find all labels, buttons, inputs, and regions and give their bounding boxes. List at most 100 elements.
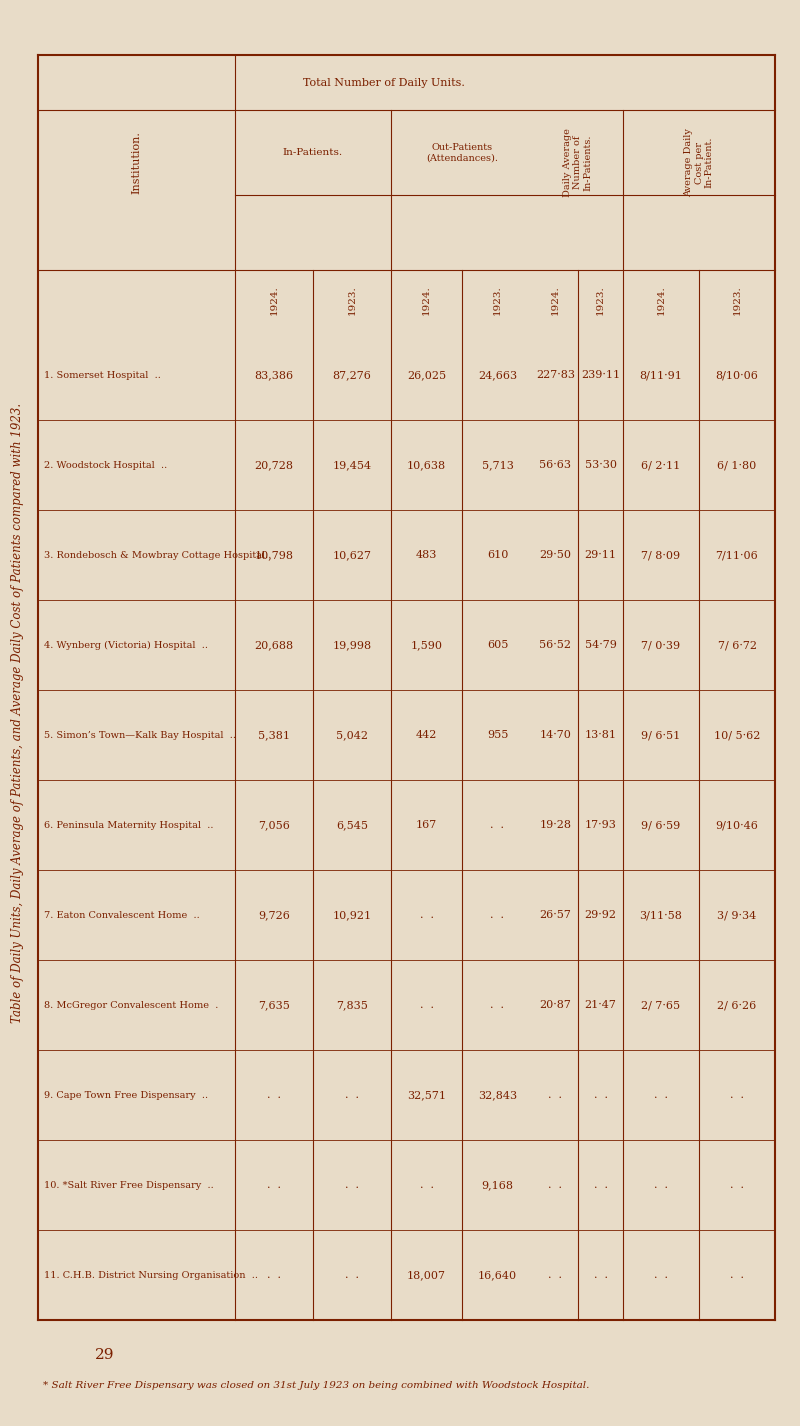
Text: 6. Peninsula Maternity Hospital  ..: 6. Peninsula Maternity Hospital .. <box>44 820 214 830</box>
Text: .  .: . . <box>419 1000 434 1010</box>
Text: 87,276: 87,276 <box>333 369 371 379</box>
Text: 10,627: 10,627 <box>333 550 371 560</box>
Text: 7/ 8·09: 7/ 8·09 <box>642 550 681 560</box>
Text: .  .: . . <box>419 910 434 920</box>
Text: .  .: . . <box>654 1179 668 1191</box>
Text: 32,571: 32,571 <box>407 1089 446 1099</box>
Text: .  .: . . <box>549 1179 562 1191</box>
Text: .  .: . . <box>654 1089 668 1099</box>
Text: 8/11·91: 8/11·91 <box>639 369 682 379</box>
Text: 18,007: 18,007 <box>407 1271 446 1281</box>
Text: .  .: . . <box>730 1271 744 1281</box>
Text: 1923.: 1923. <box>347 285 357 315</box>
Text: 32,843: 32,843 <box>478 1089 517 1099</box>
Text: .  .: . . <box>490 820 505 830</box>
Text: .  .: . . <box>594 1089 607 1099</box>
Text: 19,454: 19,454 <box>333 461 371 471</box>
Text: * Salt River Free Dispensary was closed on 31st July 1923 on being combined with: * Salt River Free Dispensary was closed … <box>43 1380 590 1389</box>
Text: 8/10·06: 8/10·06 <box>715 369 758 379</box>
Text: 19·28: 19·28 <box>539 820 571 830</box>
Text: 7. Eaton Convalescent Home  ..: 7. Eaton Convalescent Home .. <box>44 910 200 920</box>
Text: 239·11: 239·11 <box>581 369 620 379</box>
Text: 20,688: 20,688 <box>254 640 294 650</box>
Text: 83,386: 83,386 <box>254 369 294 379</box>
Text: 1924.: 1924. <box>270 285 278 315</box>
Text: 10,921: 10,921 <box>333 910 371 920</box>
Text: 9/10·46: 9/10·46 <box>715 820 758 830</box>
Text: 4. Wynberg (Victoria) Hospital  ..: 4. Wynberg (Victoria) Hospital .. <box>44 640 208 650</box>
Text: 7/ 0·39: 7/ 0·39 <box>642 640 681 650</box>
Text: 1923.: 1923. <box>596 285 605 315</box>
Text: 20,728: 20,728 <box>254 461 294 471</box>
Text: 7/ 6·72: 7/ 6·72 <box>718 640 757 650</box>
Text: 2/ 6·26: 2/ 6·26 <box>718 1000 757 1010</box>
Text: 9,726: 9,726 <box>258 910 290 920</box>
Text: 227·83: 227·83 <box>536 369 575 379</box>
Text: 56·52: 56·52 <box>539 640 571 650</box>
Text: .  .: . . <box>654 1271 668 1281</box>
Text: 3. Rondebosch & Mowbray Cottage Hospital..: 3. Rondebosch & Mowbray Cottage Hospital… <box>44 550 271 559</box>
Text: 10/ 5·62: 10/ 5·62 <box>714 730 760 740</box>
Text: 5,713: 5,713 <box>482 461 514 471</box>
Text: 16,640: 16,640 <box>478 1271 517 1281</box>
Text: 7,056: 7,056 <box>258 820 290 830</box>
Text: 1. Somerset Hospital  ..: 1. Somerset Hospital .. <box>44 371 161 379</box>
Text: 9/ 6·51: 9/ 6·51 <box>642 730 681 740</box>
Text: In-Patients.: In-Patients. <box>283 148 343 157</box>
Text: 7,635: 7,635 <box>258 1000 290 1010</box>
Text: 26,025: 26,025 <box>407 369 446 379</box>
Text: 3/11·58: 3/11·58 <box>639 910 682 920</box>
Text: 6,545: 6,545 <box>336 820 368 830</box>
Text: 54·79: 54·79 <box>585 640 617 650</box>
Text: 29·11: 29·11 <box>585 550 617 560</box>
Text: 8. McGregor Convalescent Home  .: 8. McGregor Convalescent Home . <box>44 1001 218 1010</box>
Text: .  .: . . <box>345 1271 359 1281</box>
Text: 14·70: 14·70 <box>539 730 571 740</box>
Text: 20·87: 20·87 <box>539 1000 571 1010</box>
Text: Out-Patients
(Attendances).: Out-Patients (Attendances). <box>426 143 498 163</box>
Text: 5,381: 5,381 <box>258 730 290 740</box>
Text: Daily Average
Number of
In-Patients.: Daily Average Number of In-Patients. <box>563 128 593 197</box>
Text: 605: 605 <box>487 640 508 650</box>
Text: .  .: . . <box>594 1271 607 1281</box>
Text: Average Daily
Cost per
In-Patient.: Average Daily Cost per In-Patient. <box>684 128 714 197</box>
Text: 11. C.H.B. District Nursing Organisation  ..: 11. C.H.B. District Nursing Organisation… <box>44 1271 258 1279</box>
Text: .  .: . . <box>730 1179 744 1191</box>
Text: .  .: . . <box>549 1271 562 1281</box>
Text: 6/ 2·11: 6/ 2·11 <box>642 461 681 471</box>
Text: 10,638: 10,638 <box>407 461 446 471</box>
Text: 13·81: 13·81 <box>585 730 617 740</box>
Text: 9,168: 9,168 <box>482 1179 514 1191</box>
Text: 24,663: 24,663 <box>478 369 517 379</box>
Text: 19,998: 19,998 <box>333 640 371 650</box>
Text: 29·50: 29·50 <box>539 550 571 560</box>
Text: 29: 29 <box>95 1348 114 1362</box>
Text: 1923.: 1923. <box>493 285 502 315</box>
Text: 17·93: 17·93 <box>585 820 617 830</box>
Text: 26·57: 26·57 <box>539 910 571 920</box>
Text: .  .: . . <box>267 1089 281 1099</box>
Text: 21·47: 21·47 <box>585 1000 617 1010</box>
Text: 7,835: 7,835 <box>336 1000 368 1010</box>
Text: 1924.: 1924. <box>551 285 560 315</box>
Text: 5,042: 5,042 <box>336 730 368 740</box>
Text: 955: 955 <box>487 730 508 740</box>
Text: .  .: . . <box>267 1271 281 1281</box>
Text: .  .: . . <box>549 1089 562 1099</box>
Text: .  .: . . <box>267 1179 281 1191</box>
Text: 2. Woodstock Hospital  ..: 2. Woodstock Hospital .. <box>44 461 167 469</box>
Text: Table of Daily Units, Daily Average of Patients, and Average Daily Cost of Patie: Table of Daily Units, Daily Average of P… <box>11 404 25 1022</box>
Text: 1,590: 1,590 <box>410 640 442 650</box>
Text: 1923.: 1923. <box>733 285 742 315</box>
Text: .  .: . . <box>594 1179 607 1191</box>
Text: 1924.: 1924. <box>422 285 431 315</box>
Text: Total Number of Daily Units.: Total Number of Daily Units. <box>303 77 465 87</box>
Text: 10,798: 10,798 <box>254 550 294 560</box>
Text: 9/ 6·59: 9/ 6·59 <box>642 820 681 830</box>
Text: 3/ 9·34: 3/ 9·34 <box>718 910 757 920</box>
Text: .  .: . . <box>490 910 505 920</box>
Text: 6/ 1·80: 6/ 1·80 <box>718 461 757 471</box>
Text: .  .: . . <box>730 1089 744 1099</box>
Text: 53·30: 53·30 <box>585 461 617 471</box>
Text: .  .: . . <box>419 1179 434 1191</box>
